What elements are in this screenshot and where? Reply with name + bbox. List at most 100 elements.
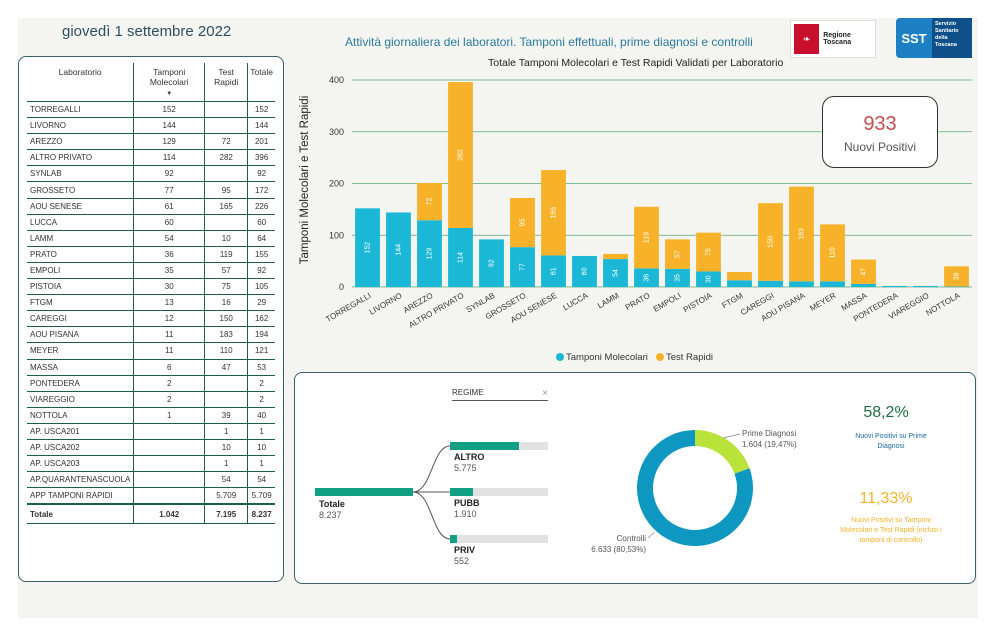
y-tick-label: 0 <box>339 282 344 292</box>
data-label: 114 <box>457 252 464 263</box>
kpi-label: Nuovi Positivi <box>843 140 917 154</box>
table-total-row[interactable]: Totale 1.042 7.195 8.237 <box>27 503 275 525</box>
bar-rapidi <box>851 259 876 284</box>
rapidi-cell: 57 <box>204 262 248 280</box>
lab-name-cell: AP. USCA201 <box>27 423 134 440</box>
table-row[interactable]: APP TAMPONI RAPIDI 5.709 5.709 <box>27 487 275 505</box>
data-label: 72 <box>426 198 433 206</box>
lab-name-cell: TORREGALLI <box>27 101 134 119</box>
table-row[interactable]: TORREGALLI 152 152 <box>27 101 275 119</box>
molecolari-cell: 60 <box>133 214 205 231</box>
regime-filter[interactable]: REGIME × <box>452 388 548 401</box>
totale-cell: 40 <box>247 407 275 424</box>
table-row[interactable]: PISTOIA 30 75 105 <box>27 278 275 296</box>
table-row[interactable]: MASSA 6 47 53 <box>27 359 275 376</box>
lab-name-cell: SYNLAB <box>27 165 134 183</box>
table-row[interactable]: CAREGGI 12 150 162 <box>27 310 275 328</box>
table-row[interactable]: AP. USCA201 1 1 <box>27 423 275 440</box>
bar-molecolari <box>603 259 628 287</box>
molecolari-cell: 6 <box>133 359 205 376</box>
table-row[interactable]: GROSSETO 77 95 172 <box>27 181 275 199</box>
table-row[interactable]: EMPOLI 35 57 92 <box>27 262 275 280</box>
rapidi-cell: 119 <box>204 246 248 263</box>
bar-rapidi <box>634 206 659 269</box>
pegasus-icon: ❧ <box>794 24 820 54</box>
col-header-rapidi[interactable]: Test Rapidi <box>204 63 248 102</box>
y-tick-label: 300 <box>329 127 344 137</box>
col-header-lab[interactable]: Laboratorio <box>27 63 134 102</box>
lab-name-cell: AREZZO <box>27 133 134 151</box>
table-row[interactable]: LAMM 54 10 64 <box>27 230 275 247</box>
molecolari-cell <box>133 487 205 505</box>
tree-node-priv[interactable] <box>450 535 548 543</box>
y-tick-label: 200 <box>329 179 344 189</box>
molecolari-cell: 35 <box>133 262 205 280</box>
table-row[interactable]: AOU PISANA 11 183 194 <box>27 326 275 344</box>
tree-total-bar[interactable] <box>315 488 413 496</box>
donut-slice[interactable] <box>695 430 750 474</box>
rapidi-cell: 47 <box>204 359 248 376</box>
lab-name-cell: AOU PISANA <box>27 326 134 344</box>
data-label: 30 <box>705 275 712 283</box>
data-label: 47 <box>860 268 867 276</box>
table-row[interactable]: FTGM 13 16 29 <box>27 294 275 312</box>
table-row[interactable]: MEYER 11 110 121 <box>27 342 275 360</box>
bar-rapidi <box>758 203 783 281</box>
bar-molecolari <box>913 285 938 287</box>
data-label: 77 <box>519 263 526 271</box>
table-row[interactable]: AOU SENESE 61 165 226 <box>27 198 275 215</box>
data-label: 129 <box>426 248 433 260</box>
rapidi-cell: 165 <box>204 198 248 215</box>
table-row[interactable]: PONTEDERA 2 2 <box>27 375 275 392</box>
bar-rapidi <box>696 232 721 272</box>
lab-name-cell: LUCCA <box>27 214 134 231</box>
tree-node-altro-label: ALTRO <box>454 452 485 462</box>
lab-name-cell: VIAREGGIO <box>27 391 134 408</box>
table-row[interactable]: AP. USCA202 10 10 <box>27 439 275 457</box>
bar-rapidi <box>417 182 442 221</box>
bar-molecolari <box>851 283 876 287</box>
bar-molecolari <box>510 247 535 287</box>
totale-cell: 194 <box>247 326 275 344</box>
rapidi-cell: 16 <box>204 294 248 312</box>
table-row[interactable]: PRATO 36 119 155 <box>27 246 275 263</box>
totale-cell: 92 <box>247 262 275 280</box>
bar-rapidi <box>665 239 690 269</box>
table-row[interactable]: ALTRO PRIVATO 114 282 396 <box>27 149 275 167</box>
totale-cell: 92 <box>247 165 275 183</box>
data-label: 61 <box>550 267 557 275</box>
kpi-value: 933 <box>863 113 897 135</box>
legend-label: Test Rapidi <box>666 352 713 363</box>
tree-node-priv-value: 552 <box>454 556 470 566</box>
x-tick-label: ALTRO PRIVATO <box>407 291 465 330</box>
table-row[interactable]: NOTTOLA 1 39 40 <box>27 407 275 424</box>
bar-molecolari <box>944 286 969 287</box>
rapidi-cell: 10 <box>204 439 248 457</box>
table-row[interactable]: LUCCA 60 60 <box>27 214 275 231</box>
table-row[interactable]: VIAREGGIO 2 2 <box>27 391 275 408</box>
table-row[interactable]: SYNLAB 92 92 <box>27 165 275 183</box>
totale-cell: 1 <box>247 455 275 473</box>
totale-cell: 155 <box>247 246 275 263</box>
lab-name-cell: MEYER <box>27 342 134 360</box>
totale-cell: 396 <box>247 149 275 167</box>
bar-molecolari <box>758 280 783 287</box>
col-header-molecolari[interactable]: Tamponi Molecolari ▼ <box>133 63 205 102</box>
col-header-totale[interactable]: Totale <box>247 63 275 102</box>
rapidi-cell: 10 <box>204 230 248 247</box>
data-label: 110 <box>829 247 836 258</box>
molecolari-cell: 114 <box>133 149 205 167</box>
table-row[interactable]: AP.QUARANTENASCUOLA 54 54 <box>27 471 275 489</box>
bar-rapidi <box>727 271 752 281</box>
lab-name-cell: AOU SENESE <box>27 198 134 215</box>
tree-node-altro[interactable] <box>450 442 548 450</box>
table-row[interactable]: AP. USCA203 1 1 <box>27 455 275 473</box>
table-row[interactable]: AREZZO 129 72 201 <box>27 133 275 151</box>
rapidi-cell: 110 <box>204 342 248 360</box>
tree-node-pubb[interactable] <box>450 488 548 496</box>
table-row[interactable]: LIVORNO 144 144 <box>27 117 275 135</box>
close-icon[interactable]: × <box>542 388 548 399</box>
totale-cell: 121 <box>247 342 275 360</box>
molecolari-cell: 36 <box>133 246 205 263</box>
regime-filter-label: REGIME <box>452 388 484 397</box>
